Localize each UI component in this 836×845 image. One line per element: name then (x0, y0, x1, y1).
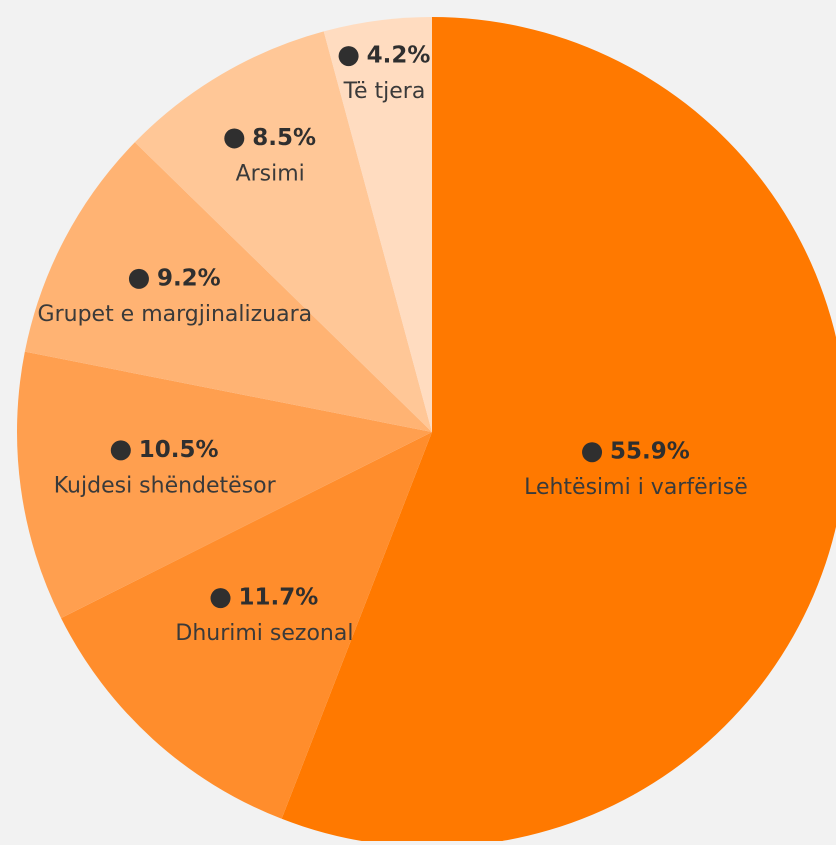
slice-percent: 8.5% (252, 125, 316, 151)
slice-percent: 11.7% (239, 585, 319, 611)
slice-icon (110, 440, 131, 461)
pie-slice (16, 351, 432, 619)
slice-icon (128, 268, 149, 289)
slice-label: Arsimi (236, 161, 305, 186)
pie-slice (24, 142, 432, 432)
slice-label: Dhurimi sezonal (175, 621, 353, 646)
pie-slice (134, 31, 432, 433)
slice-percent: 10.5% (139, 437, 219, 463)
slice-label: Lehtësimi i varfërisë (524, 475, 748, 500)
slice-icon (582, 442, 603, 463)
pie-slice (61, 432, 432, 819)
slice-label: Të tjera (343, 79, 426, 104)
slice-percent: 9.2% (157, 265, 221, 291)
slice-icon (338, 46, 359, 67)
slice-label: Kujdesi shëndetësor (54, 473, 277, 498)
slice-icon (210, 588, 231, 609)
slice-icon (224, 128, 245, 149)
slice-percent: 55.9% (610, 439, 690, 465)
slice-percent: 4.2% (367, 43, 431, 69)
slice-label: Grupet e margjinalizuara (38, 302, 313, 327)
pie-slice (323, 17, 432, 432)
pie-slice (281, 17, 836, 845)
